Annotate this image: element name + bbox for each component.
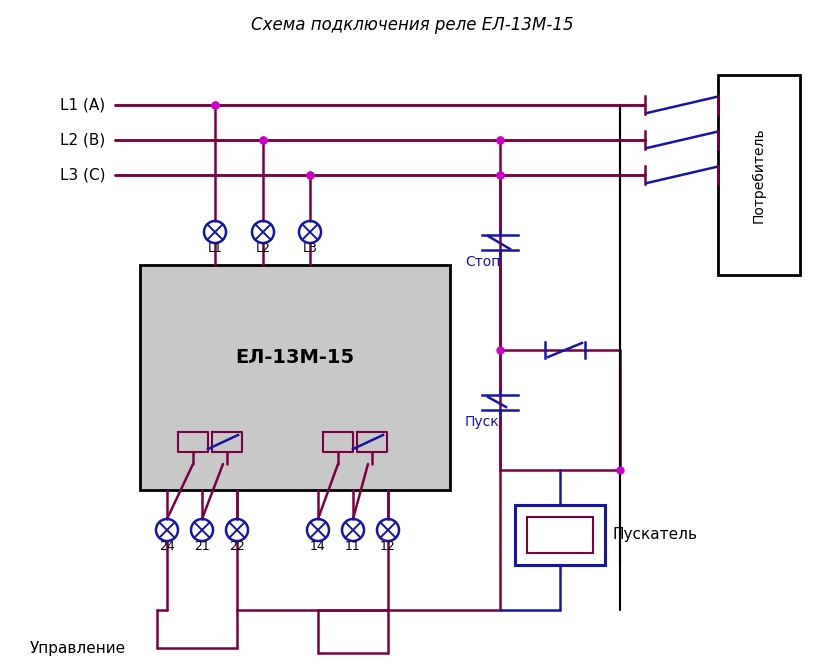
Text: 12: 12 [380,540,396,552]
Text: 11: 11 [345,540,361,552]
Text: L3: L3 [302,242,317,255]
Text: L3 (C): L3 (C) [60,168,105,182]
Bar [140,265,450,490]
Text: 22: 22 [229,540,245,552]
Bar [515,505,605,565]
Text: Стоп: Стоп [465,255,500,269]
Text: L2: L2 [255,242,270,255]
Text: Пускатель: Пускатель [613,528,698,542]
Bar [527,517,593,553]
Text: L2 (B): L2 (B) [60,132,105,148]
Text: Схема подключения реле ЕЛ-13М-15: Схема подключения реле ЕЛ-13М-15 [250,16,574,34]
Text: 24: 24 [159,540,175,552]
Text: Пуск: Пуск [465,415,499,429]
Text: Управление: Управление [30,641,126,655]
Text: ЕЛ-13М-15: ЕЛ-13М-15 [236,347,354,367]
Text: 21: 21 [194,540,210,552]
Bar [718,75,800,275]
Text: 14: 14 [310,540,325,552]
Text: L1: L1 [208,242,222,255]
Text: Потребитель: Потребитель [752,127,766,223]
Text: L1 (A): L1 (A) [60,98,105,112]
